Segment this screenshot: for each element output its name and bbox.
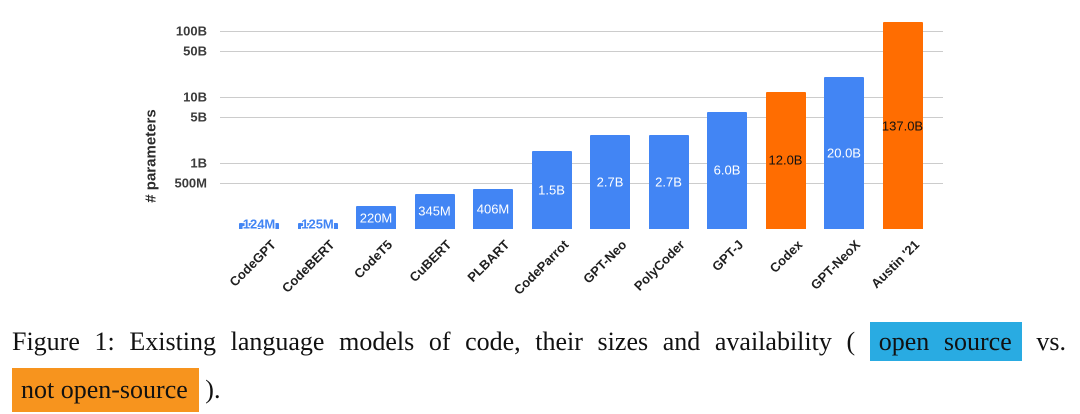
gridline-500m bbox=[220, 182, 943, 184]
x-axis-label-codegpt: CodeGPT bbox=[226, 237, 279, 290]
caption-line-1: Figure 1: Existing language models of co… bbox=[12, 322, 1066, 362]
x-axis-label-codex: Codex bbox=[766, 237, 806, 276]
figure-caption: Figure 1: Existing language models of co… bbox=[0, 318, 1080, 412]
y-tick-label-500m: 500M bbox=[174, 175, 207, 191]
bar-austin-21 bbox=[882, 22, 923, 229]
bar-codet5 bbox=[356, 206, 396, 229]
gridline-5b bbox=[220, 116, 943, 118]
bar-gpt-neox bbox=[824, 77, 864, 229]
y-tick-label-50b: 50B bbox=[183, 43, 207, 59]
bar-value-label-plbart: 406M bbox=[476, 201, 510, 217]
x-axis-label-gpt-neo: GPT-Neo bbox=[580, 237, 630, 287]
x-axis-label-codebert: CodeBERT bbox=[278, 237, 338, 296]
bar-cubert bbox=[414, 193, 455, 229]
gridline-100b bbox=[220, 31, 943, 32]
y-tick-label-5b: 5B bbox=[190, 109, 207, 125]
bar-value-label-codebert: 125M bbox=[301, 216, 334, 232]
caption-suffix: ). bbox=[198, 375, 221, 404]
y-tick-label-100b: 100B bbox=[175, 23, 207, 39]
x-axis-label-cubert: CuBERT bbox=[406, 237, 455, 285]
y-tick-label-1b: 1B bbox=[190, 155, 207, 171]
gridline-1b bbox=[220, 163, 943, 164]
not-open-source-highlight: not open-source bbox=[12, 368, 199, 412]
bar-polycoder bbox=[648, 134, 689, 229]
bar-value-label-codex: 12.0B bbox=[768, 152, 803, 168]
x-axis-label-codeparrot: CodeParrot bbox=[510, 237, 572, 298]
gridline-50b bbox=[220, 50, 943, 52]
bar-codeparrot bbox=[531, 151, 572, 229]
gridline-10b bbox=[220, 97, 943, 98]
bar-value-label-polycoder: 2.7B bbox=[655, 174, 682, 190]
bar-value-label-cubert: 345M bbox=[418, 203, 451, 219]
bar-value-label-gpt-neox: 20.0B bbox=[827, 145, 861, 161]
bar-value-label-codet5: 220M bbox=[359, 210, 393, 226]
x-axis-label-gpt-j: GPT-J bbox=[709, 237, 747, 275]
bar-value-label-austin-21: 137.0B bbox=[881, 118, 924, 133]
y-tick-label-10b: 10B bbox=[183, 89, 207, 105]
bar-value-label-codegpt: 124M bbox=[242, 216, 276, 232]
bar-gpt-j bbox=[707, 111, 747, 229]
bar-codebert bbox=[297, 222, 338, 229]
bar-plbart bbox=[473, 188, 513, 229]
caption-line-2: not open-source ). bbox=[12, 368, 1066, 412]
parameters-bar-chart: # parameters 500M 1B 5B 10B 50B 100B 124M CodeG… bbox=[142, 22, 943, 298]
bar-codegpt bbox=[239, 222, 279, 229]
x-axis-label-gpt-neox: GPT-NeoX bbox=[808, 237, 864, 293]
bar-value-label-codeparrot: 1.5B bbox=[538, 182, 565, 198]
bar-gpt-neo bbox=[590, 134, 630, 229]
bar-codex bbox=[765, 91, 806, 229]
caption-prefix: Figure 1: Existing language models of co… bbox=[12, 327, 856, 356]
caption-vs: vs. bbox=[1036, 327, 1067, 356]
bar-value-label-gpt-neo: 2.7B bbox=[596, 174, 624, 190]
open-source-highlight: open source bbox=[869, 322, 1022, 361]
x-axis-label-austin-21: Austin '21 bbox=[867, 237, 923, 292]
x-axis-label-plbart: PLBART bbox=[464, 237, 513, 285]
x-axis-label-polycoder: PolyCoder bbox=[631, 237, 689, 294]
x-axis-label-codet5: CodeT5 bbox=[351, 237, 396, 282]
bar-value-label-gpt-j: 6.0B bbox=[713, 162, 741, 178]
